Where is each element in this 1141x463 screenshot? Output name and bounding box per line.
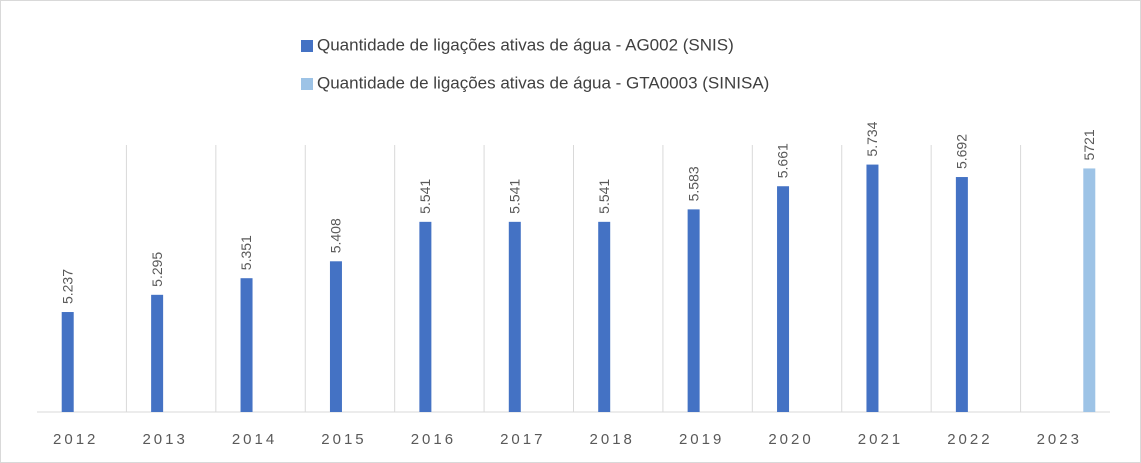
value-label: 5721 <box>1081 129 1097 160</box>
x-tick-label: 2016 <box>411 431 456 448</box>
value-label: 5.583 <box>685 166 701 201</box>
value-label: 5.692 <box>954 134 970 169</box>
bar <box>419 221 432 412</box>
bar <box>777 186 790 412</box>
x-tick-label: 2015 <box>321 431 366 448</box>
x-tick-label: 2019 <box>679 431 724 448</box>
x-tick-label: 2018 <box>590 431 635 448</box>
x-tick-label: 2021 <box>858 431 903 448</box>
value-label: 5.541 <box>596 179 612 214</box>
value-label: 5.661 <box>775 143 791 178</box>
value-label: 5.237 <box>59 269 75 304</box>
legend-swatch <box>301 40 313 52</box>
bar <box>866 164 879 412</box>
value-label: 5.541 <box>506 179 522 214</box>
bar <box>151 294 164 412</box>
bar <box>687 209 700 412</box>
bar <box>329 261 342 412</box>
legend-label: Quantidade de ligações ativas de água - … <box>317 73 769 92</box>
value-label: 5.408 <box>328 218 344 253</box>
bar <box>1083 168 1096 412</box>
value-label: 5.351 <box>238 235 254 270</box>
x-tick-label: 2022 <box>947 431 992 448</box>
bar <box>61 312 74 412</box>
x-tick-label: 2020 <box>768 431 813 448</box>
bar <box>598 221 611 412</box>
x-tick-label: 2023 <box>1037 431 1082 448</box>
legend-swatch <box>301 78 313 90</box>
x-tick-label: 2013 <box>142 431 187 448</box>
value-label: 5.541 <box>417 179 433 214</box>
bar <box>955 177 968 412</box>
legend-label: Quantidade de ligações ativas de água - … <box>317 35 734 54</box>
value-label: 5.734 <box>864 121 880 156</box>
value-label: 5.295 <box>149 252 165 287</box>
bar <box>508 221 521 412</box>
x-tick-label: 2014 <box>232 431 277 448</box>
bar <box>240 278 253 412</box>
x-tick-label: 2017 <box>500 431 545 448</box>
x-tick-label: 2012 <box>53 431 98 448</box>
